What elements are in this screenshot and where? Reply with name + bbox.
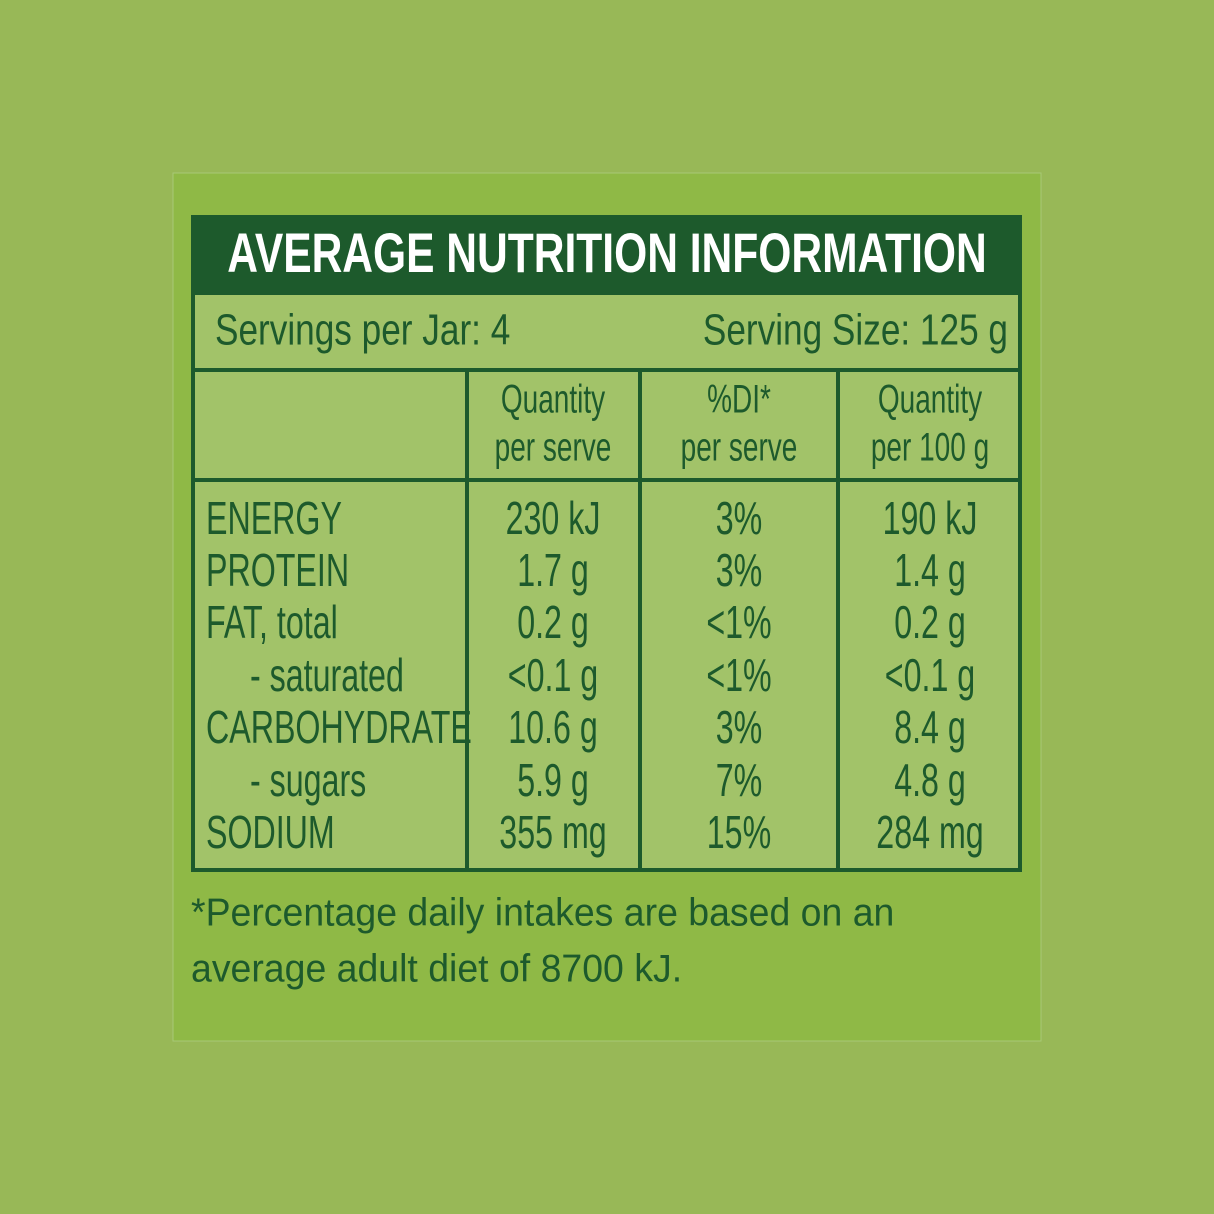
- cell-group: 3%: [716, 494, 763, 545]
- cell-group: 355 mg: [499, 808, 606, 859]
- cell: 3%: [716, 703, 763, 754]
- row-label-group: SODIUM: [206, 808, 335, 859]
- cell-group: 1.7 g: [517, 546, 589, 597]
- column-header-group: Quantity: [878, 378, 983, 422]
- cell: 4.8 g: [894, 756, 966, 807]
- cell: 3%: [716, 546, 763, 597]
- cell: 1.4 g: [894, 546, 966, 597]
- cell: 10.6 g: [508, 703, 597, 754]
- cell-group: 5.9 g: [517, 756, 589, 807]
- cell-group: 3%: [716, 546, 763, 597]
- row-label: - saturated: [250, 651, 404, 702]
- row-label: CARBOHYDRATE: [206, 703, 472, 754]
- cell-group: 230 kJ: [506, 494, 601, 545]
- title-group: AVERAGE NUTRITION INFORMATION: [227, 221, 986, 284]
- table-bg: [194, 295, 1019, 869]
- column-header: per 100 g: [871, 426, 989, 470]
- cell: 5.9 g: [517, 756, 589, 807]
- column-header: Quantity: [878, 378, 983, 422]
- column-header: %DI*: [707, 378, 771, 422]
- cell: 0.2 g: [517, 598, 589, 649]
- cell-group: 0.2 g: [517, 598, 589, 649]
- cell-group: 8.4 g: [894, 703, 966, 754]
- column-header: per serve: [495, 426, 612, 470]
- cell: 7%: [716, 756, 763, 807]
- column-header-group: per serve: [681, 426, 798, 470]
- cell: 355 mg: [499, 808, 606, 859]
- cell: 3%: [716, 494, 763, 545]
- column-header: Quantity: [501, 378, 606, 422]
- row-label: FAT, total: [206, 598, 338, 649]
- cell-group: 284 mg: [876, 808, 983, 859]
- cell: 15%: [707, 808, 771, 859]
- cell-group: 0.2 g: [894, 598, 966, 649]
- row-label: - sugars: [250, 756, 366, 807]
- column-header-group: per 100 g: [871, 426, 989, 470]
- footnote-group: *Percentage daily intakes are based on a…: [191, 891, 894, 935]
- row-label: PROTEIN: [206, 546, 349, 597]
- title-bar: [191, 215, 1022, 295]
- cell: <1%: [706, 651, 771, 702]
- cell-group: <1%: [706, 598, 771, 649]
- serving-size: Serving Size: 125 g: [703, 306, 1008, 355]
- row-label-group: - saturated: [250, 651, 404, 702]
- column-header-group: per serve: [495, 426, 612, 470]
- cell-group: <0.1 g: [885, 651, 975, 702]
- row-label-group: CARBOHYDRATE: [206, 703, 472, 754]
- footnote: average adult diet of 8700 kJ.: [191, 947, 682, 991]
- cell-group: 3%: [716, 703, 763, 754]
- cell-group: 7%: [716, 756, 763, 807]
- column-header: per serve: [681, 426, 798, 470]
- footnote: *Percentage daily intakes are based on a…: [191, 891, 894, 935]
- table-border: [191, 215, 1022, 872]
- column-header-group: %DI*: [707, 378, 771, 422]
- row-label-group: PROTEIN: [206, 546, 349, 597]
- servings-per-pack: Servings per Jar: 4: [215, 306, 510, 355]
- cell: <0.1 g: [885, 651, 975, 702]
- cell-group: 4.8 g: [894, 756, 966, 807]
- column-header-group: Quantity: [501, 378, 606, 422]
- cell: 230 kJ: [506, 494, 601, 545]
- cell: 1.7 g: [517, 546, 589, 597]
- servings-per-pack-group: Servings per Jar: 4: [215, 306, 510, 355]
- cell: 8.4 g: [894, 703, 966, 754]
- cell: <1%: [706, 598, 771, 649]
- footnote-group: average adult diet of 8700 kJ.: [191, 947, 682, 991]
- cell: 284 mg: [876, 808, 983, 859]
- title: AVERAGE NUTRITION INFORMATION: [227, 221, 986, 284]
- cell: 190 kJ: [883, 494, 978, 545]
- row-label-group: FAT, total: [206, 598, 338, 649]
- cell-group: 190 kJ: [883, 494, 978, 545]
- cell-group: 1.4 g: [894, 546, 966, 597]
- row-label-group: ENERGY: [206, 494, 342, 545]
- cell-group: <1%: [706, 651, 771, 702]
- cell-group: 10.6 g: [508, 703, 597, 754]
- table-lines: [191, 215, 1022, 872]
- cell: <0.1 g: [508, 651, 598, 702]
- row-label-group: - sugars: [250, 756, 366, 807]
- cell-group: 15%: [707, 808, 771, 859]
- cell: 0.2 g: [894, 598, 966, 649]
- row-label: ENERGY: [206, 494, 342, 545]
- cell-group: <0.1 g: [508, 651, 598, 702]
- row-label: SODIUM: [206, 808, 335, 859]
- serving-size-group: Serving Size: 125 g: [703, 306, 1008, 355]
